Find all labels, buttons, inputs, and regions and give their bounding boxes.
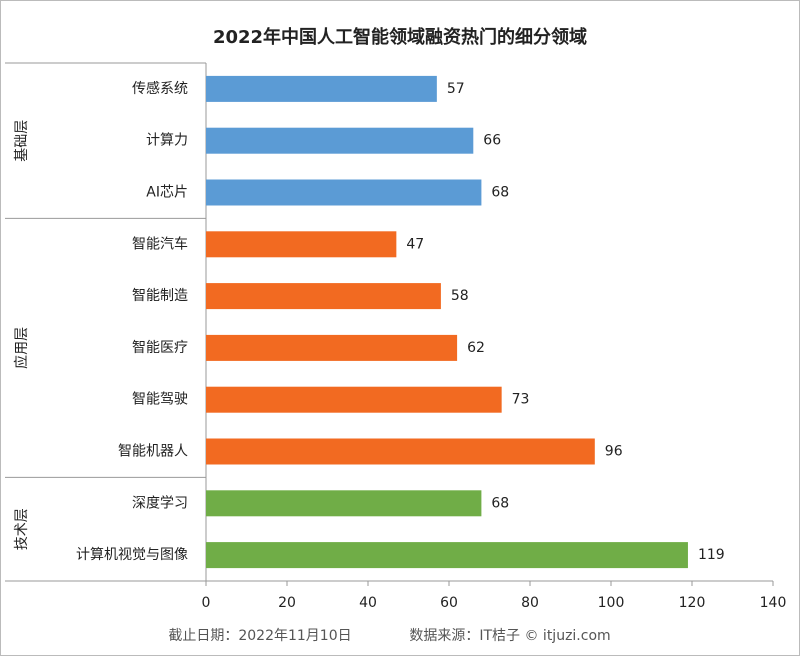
y-tick-label: AI芯片 xyxy=(146,185,188,201)
y-tick-label: 智能医疗 xyxy=(132,340,188,356)
y-tick-label: 传感系统 xyxy=(132,80,188,97)
x-tick-label: 20 xyxy=(278,595,296,611)
x-tick-label: 40 xyxy=(359,595,377,611)
data-label: 68 xyxy=(491,495,509,511)
data-label: 57 xyxy=(447,81,465,97)
x-tick-label: 120 xyxy=(679,595,706,611)
x-tick-label: 0 xyxy=(202,595,211,611)
footnote: 数据来源：IT桔子 © itjuzi.com xyxy=(409,628,610,644)
y-tick-label: 深度学习 xyxy=(132,495,188,511)
data-label: 58 xyxy=(451,288,469,304)
bar xyxy=(206,542,688,569)
data-label: 66 xyxy=(483,133,501,149)
y-tick-label: 智能机器人 xyxy=(118,444,188,460)
group-label: 基础层 xyxy=(13,120,30,162)
y-tick-label: 智能驾驶 xyxy=(132,392,188,408)
data-label: 62 xyxy=(467,340,485,356)
x-tick-label: 60 xyxy=(440,595,458,611)
bar xyxy=(206,75,437,102)
y-tick-label: 智能汽车 xyxy=(132,235,188,252)
footnote: 截止日期：2022年11月10日 xyxy=(168,628,351,644)
group-label: 技术层 xyxy=(14,508,30,550)
data-label: 47 xyxy=(406,236,424,252)
bar xyxy=(206,438,595,465)
bar xyxy=(206,386,502,413)
x-tick-label: 140 xyxy=(760,595,787,611)
x-tick-label: 80 xyxy=(521,595,539,611)
bar xyxy=(206,490,482,517)
y-tick-label: 计算机视觉与图像 xyxy=(76,547,188,563)
data-label: 119 xyxy=(698,547,725,563)
y-tick-label: 智能制造 xyxy=(132,288,188,304)
bar xyxy=(206,127,474,154)
x-tick-label: 100 xyxy=(598,595,625,611)
group-label: 应用层 xyxy=(13,327,30,369)
bar xyxy=(206,334,458,361)
data-label: 96 xyxy=(605,444,623,460)
y-tick-label: 计算力 xyxy=(146,133,188,149)
bar xyxy=(206,283,441,310)
data-label: 73 xyxy=(512,392,530,408)
bar xyxy=(206,179,482,206)
data-label: 68 xyxy=(491,185,509,201)
bar xyxy=(206,231,397,258)
chart-title: 2022年中国人工智能领域融资热门的细分领域 xyxy=(213,26,587,48)
